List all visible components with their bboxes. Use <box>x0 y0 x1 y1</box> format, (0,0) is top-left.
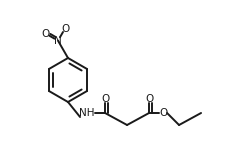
Text: NH: NH <box>79 108 95 118</box>
Text: O: O <box>61 24 69 34</box>
Text: O: O <box>101 94 109 104</box>
Text: O: O <box>159 108 167 118</box>
Text: O: O <box>42 29 50 39</box>
Text: N: N <box>54 36 62 46</box>
Text: O: O <box>145 94 153 104</box>
